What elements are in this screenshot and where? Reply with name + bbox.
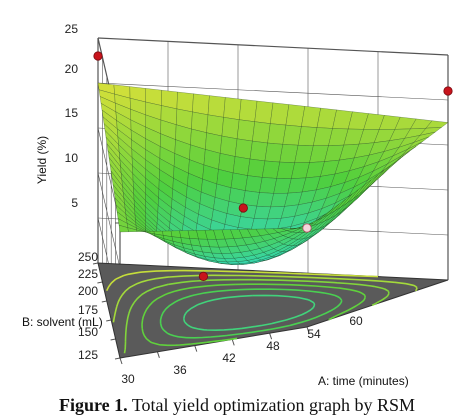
- surface-plot: 5 10 15 20 25 Yield (%) 125 150 175 200 …: [22, 22, 453, 388]
- design-point: [93, 51, 103, 61]
- surface-facet: [234, 138, 253, 160]
- figure-caption: Figure 1. Total yield optimization graph…: [0, 395, 474, 416]
- contour-line: [141, 283, 366, 347]
- z-tick-label: 10: [65, 151, 79, 165]
- y-tick-mark: [110, 338, 116, 341]
- response-surface: [97, 82, 449, 265]
- design-point: [302, 223, 312, 233]
- caption-text: Total yield optimization graph by RSM: [131, 395, 416, 415]
- x-tick-mark: [194, 345, 198, 352]
- x-tick-label: 48: [266, 339, 280, 353]
- z-tick-label: 5: [71, 196, 78, 210]
- surface-facet: [232, 156, 251, 176]
- x-axis-ticks: 30 36 42 48 54 60: [121, 314, 363, 386]
- wall-gridline: [97, 82, 449, 101]
- x-axis-title: A: time (minutes): [318, 374, 409, 388]
- surface-facet: [238, 98, 258, 122]
- x-tick-label: 60: [349, 314, 363, 328]
- surface-facet: [207, 95, 226, 118]
- x-tick-mark: [156, 351, 160, 358]
- y-tick-mark: [106, 319, 112, 322]
- design-point: [443, 86, 453, 96]
- z-tick-label: 15: [65, 106, 79, 120]
- y-tick-label: 200: [78, 284, 98, 298]
- y-axis-title: B: solvent (mL): [22, 315, 103, 329]
- y-tick-mark: [101, 300, 107, 303]
- surface-facet: [230, 172, 248, 191]
- y-tick-mark: [97, 281, 103, 284]
- contour-line: [105, 269, 379, 292]
- surface-facet: [249, 140, 268, 162]
- frame-edge: [97, 37, 449, 56]
- wall-gridline: [97, 172, 121, 269]
- y-tick-mark: [114, 357, 121, 360]
- z-tick-label: 25: [65, 22, 79, 36]
- x-tick-mark: [269, 333, 273, 340]
- x-tick-label: 54: [307, 327, 321, 341]
- surface-facet: [254, 100, 274, 124]
- y-tick-label: 250: [78, 250, 98, 264]
- surface-facet: [247, 158, 266, 178]
- z-axis-ticks: 5 10 15 20 25: [65, 22, 79, 210]
- surface-facet: [252, 121, 271, 144]
- x-tick-mark: [119, 357, 123, 365]
- surface-facet: [176, 91, 194, 113]
- z-axis-title: Yield (%): [35, 136, 49, 184]
- surface-facet: [270, 102, 290, 126]
- surface-facet: [221, 117, 240, 140]
- x-tick-label: 36: [173, 363, 187, 377]
- y-tick-mark: [92, 262, 99, 265]
- surface-facet: [206, 114, 224, 137]
- caption-label: Figure 1.: [58, 395, 128, 415]
- surface-facet: [223, 97, 242, 120]
- design-points: [93, 51, 453, 281]
- design-point: [238, 203, 248, 213]
- z-tick-label: 20: [65, 62, 79, 76]
- x-tick-mark: [231, 339, 235, 346]
- surface-facet: [236, 119, 255, 142]
- design-point: [198, 271, 208, 281]
- surface-facet: [245, 175, 263, 193]
- y-tick-label: 125: [78, 348, 98, 362]
- y-tick-label: 175: [78, 303, 98, 317]
- y-tick-label: 150: [78, 325, 98, 339]
- surface-facet: [170, 230, 182, 238]
- contour-line: [159, 288, 343, 339]
- y-axis-ticks: 125 150 175 200 225 250: [78, 250, 98, 362]
- y-tick-label: 225: [78, 267, 98, 281]
- x-tick-mark: [306, 326, 310, 334]
- contour-line: [112, 274, 418, 323]
- surface-facet: [192, 93, 210, 116]
- x-tick-label: 30: [121, 372, 135, 386]
- surface-facet: [219, 135, 238, 157]
- contour-floor: [97, 262, 449, 359]
- contour-line: [123, 278, 390, 354]
- contour-line: [183, 294, 316, 331]
- x-tick-label: 42: [222, 351, 236, 365]
- surface-facet: [242, 190, 260, 207]
